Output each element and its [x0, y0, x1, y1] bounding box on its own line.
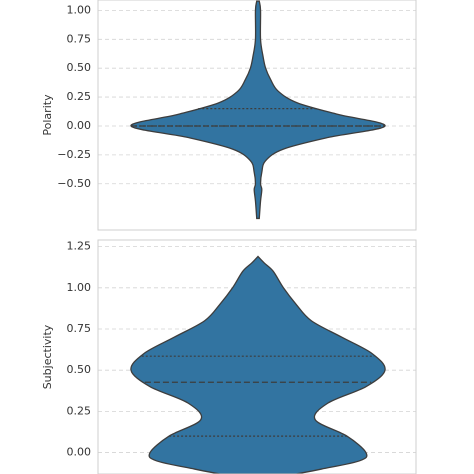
violin — [130, 255, 386, 474]
y-tick-label: 1.00 — [67, 281, 92, 294]
y-tick-label: −0.50 — [57, 177, 91, 190]
axes-frame — [97, 0, 417, 231]
y-tick-label: 0.50 — [67, 363, 92, 376]
y-tick-label: 0.25 — [67, 404, 92, 417]
y-axis-label: Polarity — [41, 94, 54, 136]
y-tick-label: 0.00 — [67, 446, 92, 459]
y-tick-label: 1.25 — [67, 240, 92, 253]
y-tick-label: 1.00 — [67, 3, 92, 16]
y-tick-label: 0.75 — [67, 322, 92, 335]
y-tick-label: 0.25 — [67, 90, 92, 103]
y-tick-label: 0.00 — [67, 119, 92, 132]
y-tick-label: −0.25 — [57, 148, 91, 161]
y-tick-label: 0.50 — [67, 61, 92, 74]
y-tick-label: 0.75 — [67, 32, 92, 45]
violin — [130, 0, 386, 220]
axes-frame — [97, 239, 417, 474]
y-axis-label: Subjectivity — [41, 324, 54, 389]
